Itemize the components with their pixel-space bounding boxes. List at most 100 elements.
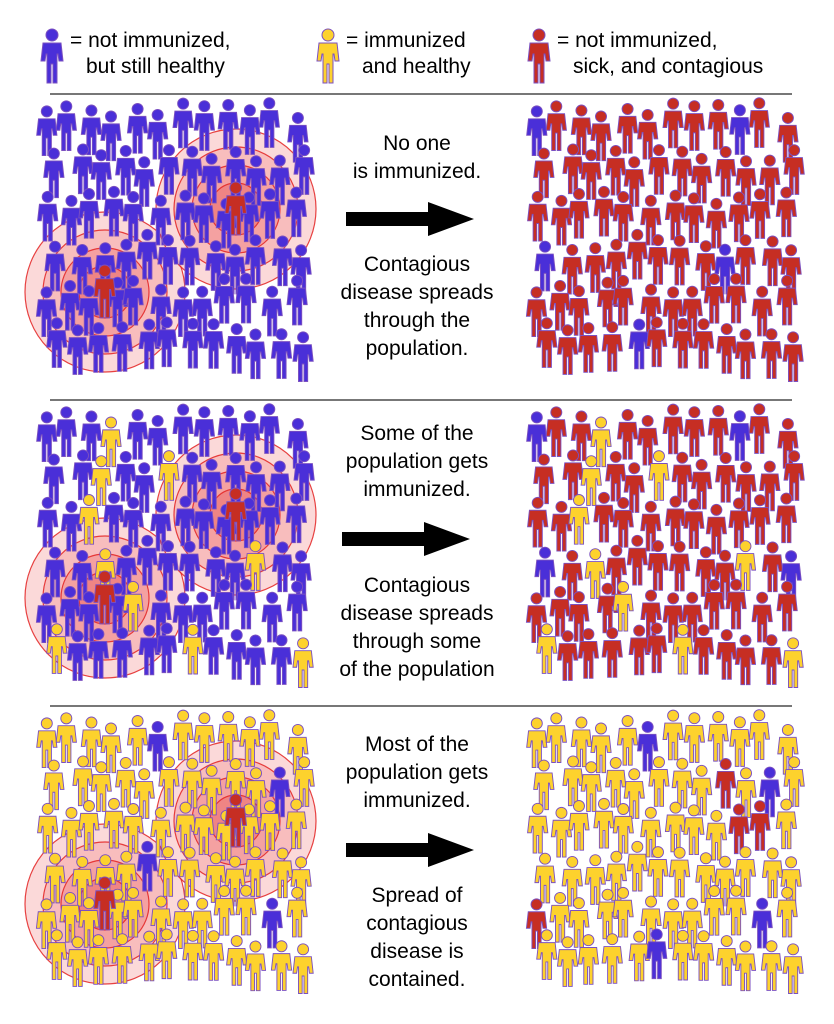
caption-line: Spread of <box>371 884 463 907</box>
person-icon <box>172 97 194 149</box>
person-icon <box>568 800 590 851</box>
person-icon <box>714 855 736 907</box>
person-icon <box>690 764 713 816</box>
person-icon <box>692 930 715 981</box>
person-icon <box>782 637 804 688</box>
person-icon <box>78 494 100 545</box>
person-icon <box>662 403 684 455</box>
person-icon <box>703 273 725 324</box>
person-icon <box>590 110 612 162</box>
person-icon <box>193 192 215 243</box>
person-icon <box>80 716 103 768</box>
person-icon <box>37 802 59 854</box>
person-icon <box>775 492 797 544</box>
person-icon <box>150 589 172 641</box>
person-icon <box>46 929 68 980</box>
person-icon <box>80 104 103 156</box>
person-icon <box>527 496 549 548</box>
person-icon <box>224 549 246 601</box>
person-icon <box>138 624 160 676</box>
arrow-right-icon <box>342 522 470 556</box>
person-icon <box>66 630 89 681</box>
person-icon <box>640 194 662 246</box>
person-icon <box>549 585 571 637</box>
person-icon <box>580 455 602 506</box>
person-icon <box>239 410 261 461</box>
person-icon <box>550 806 573 858</box>
caption-line: disease is <box>370 940 464 963</box>
person-icon <box>59 585 81 637</box>
person-icon <box>115 756 137 808</box>
person-icon <box>664 495 687 547</box>
person-icon <box>71 243 93 295</box>
person-icon <box>626 840 648 892</box>
person-icon <box>525 898 548 950</box>
person-icon <box>526 717 548 769</box>
person-icon <box>43 453 65 505</box>
caption-line: disease spreads <box>340 602 494 625</box>
person-icon <box>44 240 66 292</box>
person-icon <box>225 452 247 503</box>
person-icon <box>714 243 736 295</box>
person-icon <box>224 855 246 907</box>
person-icon <box>285 798 307 850</box>
person-icon <box>103 797 125 849</box>
person-icon <box>158 450 180 501</box>
person-icon <box>534 546 556 598</box>
caption-line: through the <box>363 309 471 332</box>
person-icon <box>777 111 799 163</box>
person-icon <box>235 578 257 630</box>
person-icon <box>580 149 602 200</box>
person-icon <box>43 759 65 811</box>
person-icon <box>103 185 125 237</box>
person-icon <box>245 767 267 818</box>
person-icon <box>692 624 715 675</box>
person-icon <box>568 591 590 642</box>
person-icon <box>244 846 267 897</box>
person-icon <box>577 628 600 679</box>
person-icon <box>292 943 314 994</box>
person-icon <box>533 453 555 505</box>
person-icon <box>103 491 125 543</box>
person-icon <box>637 414 659 466</box>
person-icon <box>662 709 684 761</box>
person-icon <box>626 228 648 280</box>
person-icon <box>100 416 122 468</box>
person-icon <box>715 758 737 809</box>
person-icon <box>734 328 757 380</box>
person-icon <box>111 627 133 678</box>
person-icon <box>668 846 691 898</box>
person-icon <box>115 144 137 196</box>
person-icon <box>126 409 149 460</box>
person-icon <box>178 540 201 592</box>
person-icon <box>72 143 94 195</box>
person-icon <box>261 591 283 643</box>
person-icon <box>226 935 248 986</box>
person-icon <box>290 550 312 601</box>
person-icon <box>150 500 172 552</box>
person-icon <box>115 450 137 502</box>
person-icon <box>244 234 267 285</box>
person-icon <box>286 580 308 632</box>
person-icon <box>193 100 216 151</box>
person-icon <box>705 809 728 861</box>
person-icon <box>55 712 77 763</box>
person-icon <box>527 190 549 242</box>
person-icon <box>150 194 172 246</box>
person-icon <box>181 757 203 809</box>
person-icon <box>780 244 802 295</box>
person-icon <box>647 540 669 591</box>
person-icon <box>55 100 77 151</box>
person-icon <box>286 274 308 326</box>
person-icon <box>623 768 645 819</box>
person-icon <box>728 803 750 855</box>
person-icon <box>628 930 650 982</box>
person-icon <box>271 847 294 899</box>
person-icon <box>590 722 612 774</box>
person-icon <box>126 103 149 154</box>
person-icon <box>549 891 571 943</box>
person-icon <box>556 630 579 681</box>
person-icon <box>258 403 280 454</box>
person-icon <box>648 144 670 195</box>
person-icon <box>751 591 773 643</box>
